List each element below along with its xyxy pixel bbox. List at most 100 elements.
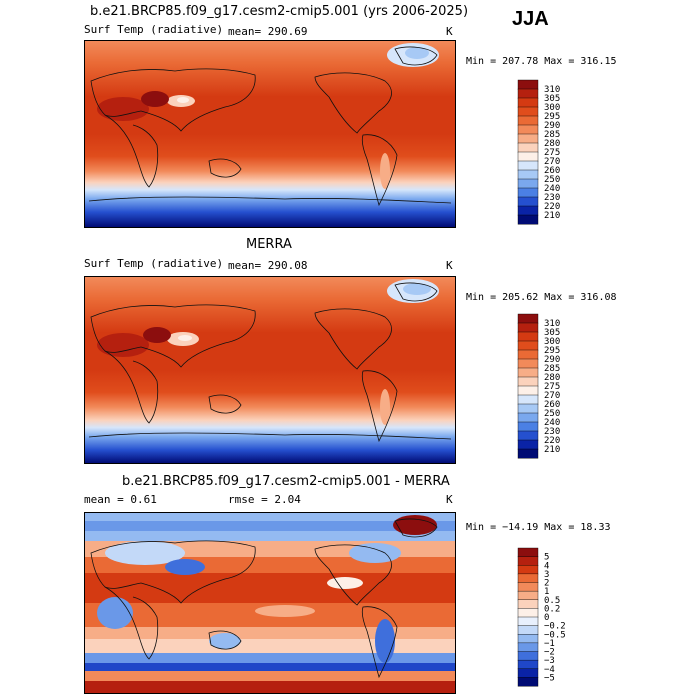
colorbar-label: 305: [544, 94, 560, 104]
colorbar-label: 250: [544, 175, 560, 185]
colorbar-label: 295: [544, 346, 560, 356]
colorbar-swatch: [517, 651, 539, 661]
colorbar-swatch: [517, 178, 539, 189]
colorbar-swatch: [517, 205, 539, 216]
panel1-colorbar: 310 305 300 295 290 285 280 275 270 260 250 240 230 2…: [517, 79, 608, 234]
colorbar-label: 300: [544, 103, 560, 113]
colorbar-label: 290: [544, 121, 560, 131]
colorbar-swatch: [517, 106, 539, 117]
colorbar-swatch: [517, 556, 539, 566]
colorbar-label: 270: [544, 157, 560, 167]
colorbar-label: 240: [544, 184, 560, 194]
colorbar-swatch: [517, 616, 539, 627]
colorbar-swatch: [517, 430, 539, 441]
panel3-map: [84, 512, 456, 694]
panel3-minmax: Min = −14.19 Max = 18.33: [466, 522, 611, 533]
colorbar-label: 300: [544, 337, 560, 347]
panel2-map: [84, 276, 456, 464]
colorbar-label: 280: [544, 139, 560, 149]
panel2-colorbar: 310 305 300 295 290 285 280 275 270 260 250 240 230 2…: [517, 313, 608, 468]
panel1-map-field: [85, 41, 455, 227]
colorbar-swatch: [517, 214, 539, 225]
colorbar-label: 220: [544, 202, 560, 212]
colorbar-label: 0: [544, 613, 549, 623]
colorbar-swatch: [517, 439, 539, 450]
colorbar-swatch: [517, 358, 539, 369]
colorbar-swatch: [517, 421, 539, 432]
colorbar-label: 210: [544, 445, 560, 455]
panel2-units: K: [446, 259, 453, 272]
colorbar-swatch: [517, 349, 539, 360]
colorbar-label: 275: [544, 382, 560, 392]
colorbar-swatch: [517, 565, 539, 575]
panel2-colorbar-svg: 3103053002952902852802752702602502402302…: [517, 313, 560, 459]
colorbar-swatch: [517, 124, 539, 135]
colorbar-swatch: [517, 322, 539, 333]
colorbar-swatch: [517, 677, 539, 687]
colorbar-swatch: [517, 151, 539, 162]
colorbar-swatch: [517, 313, 539, 324]
colorbar-label: 280: [544, 373, 560, 383]
season-label: JJA: [512, 8, 549, 30]
panel2-variable: Surf Temp (radiative): [84, 257, 224, 270]
panel2-minmax: Min = 205.62 Max = 316.08: [466, 292, 617, 303]
colorbar-label: 2: [544, 579, 549, 589]
panel1-minmax: Min = 207.78 Max = 316.15: [466, 56, 617, 67]
colorbar-swatch: [517, 659, 539, 670]
colorbar-swatch: [517, 547, 539, 558]
colorbar-label: 210: [544, 211, 560, 221]
colorbar-swatch: [517, 403, 539, 414]
colorbar-label: −5: [544, 673, 555, 683]
panel1-variable: Surf Temp (radiative): [84, 23, 224, 36]
colorbar-swatch: [517, 625, 539, 635]
panel1-map: [84, 40, 456, 228]
panel3-rmse: rmse = 2.04: [228, 493, 301, 506]
colorbar-label: 4: [544, 561, 549, 571]
colorbar-swatch: [517, 187, 539, 198]
panel1-title: b.e21.BRCP85.f09_g17.cesm2-cmip5.001 (yr…: [90, 4, 469, 19]
colorbar-swatch: [517, 448, 539, 459]
colorbar-swatch: [517, 573, 539, 584]
colorbar-swatch: [517, 590, 539, 601]
colorbar-label: −4: [544, 665, 555, 675]
colorbar-swatch: [517, 385, 539, 396]
colorbar-swatch: [517, 608, 539, 618]
panel3-mean: mean = 0.61: [84, 493, 157, 506]
colorbar-label: 310: [544, 85, 560, 95]
colorbar-swatch: [517, 599, 539, 609]
colorbar-swatch: [517, 642, 539, 653]
colorbar-swatch: [517, 196, 539, 207]
colorbar-swatch: [517, 582, 539, 592]
colorbar-label: 3: [544, 570, 549, 580]
colorbar-label: 5: [544, 553, 549, 563]
colorbar-swatch: [517, 340, 539, 351]
colorbar-swatch: [517, 331, 539, 342]
colorbar-label: 220: [544, 436, 560, 446]
colorbar-swatch: [517, 376, 539, 387]
colorbar-swatch: [517, 367, 539, 378]
colorbar-label: −0.5: [544, 630, 566, 640]
colorbar-swatch: [517, 88, 539, 99]
panel2-mean: mean= 290.08: [228, 259, 308, 272]
colorbar-swatch: [517, 97, 539, 108]
colorbar-label: 270: [544, 391, 560, 401]
panel2-title: MERRA: [246, 237, 292, 252]
colorbar-label: 0.5: [544, 596, 560, 606]
colorbar-swatch: [517, 115, 539, 126]
colorbar-label: −1: [544, 639, 555, 649]
colorbar-label: 290: [544, 355, 560, 365]
colorbar-label: 250: [544, 409, 560, 419]
panel2-map-field: [85, 277, 455, 463]
colorbar-label: 240: [544, 418, 560, 428]
colorbar-label: 310: [544, 319, 560, 329]
colorbar-swatch: [517, 668, 539, 678]
colorbar-swatch: [517, 394, 539, 405]
panel3-units: K: [446, 493, 453, 506]
colorbar-swatch: [517, 79, 539, 90]
panel3-title: b.e21.BRCP85.f09_g17.cesm2-cmip5.001 - M…: [122, 474, 450, 489]
panel1-mean: mean= 290.69: [228, 25, 308, 38]
colorbar-swatch: [517, 133, 539, 144]
colorbar-label: 230: [544, 427, 560, 437]
colorbar-label: −0.2: [544, 622, 566, 632]
